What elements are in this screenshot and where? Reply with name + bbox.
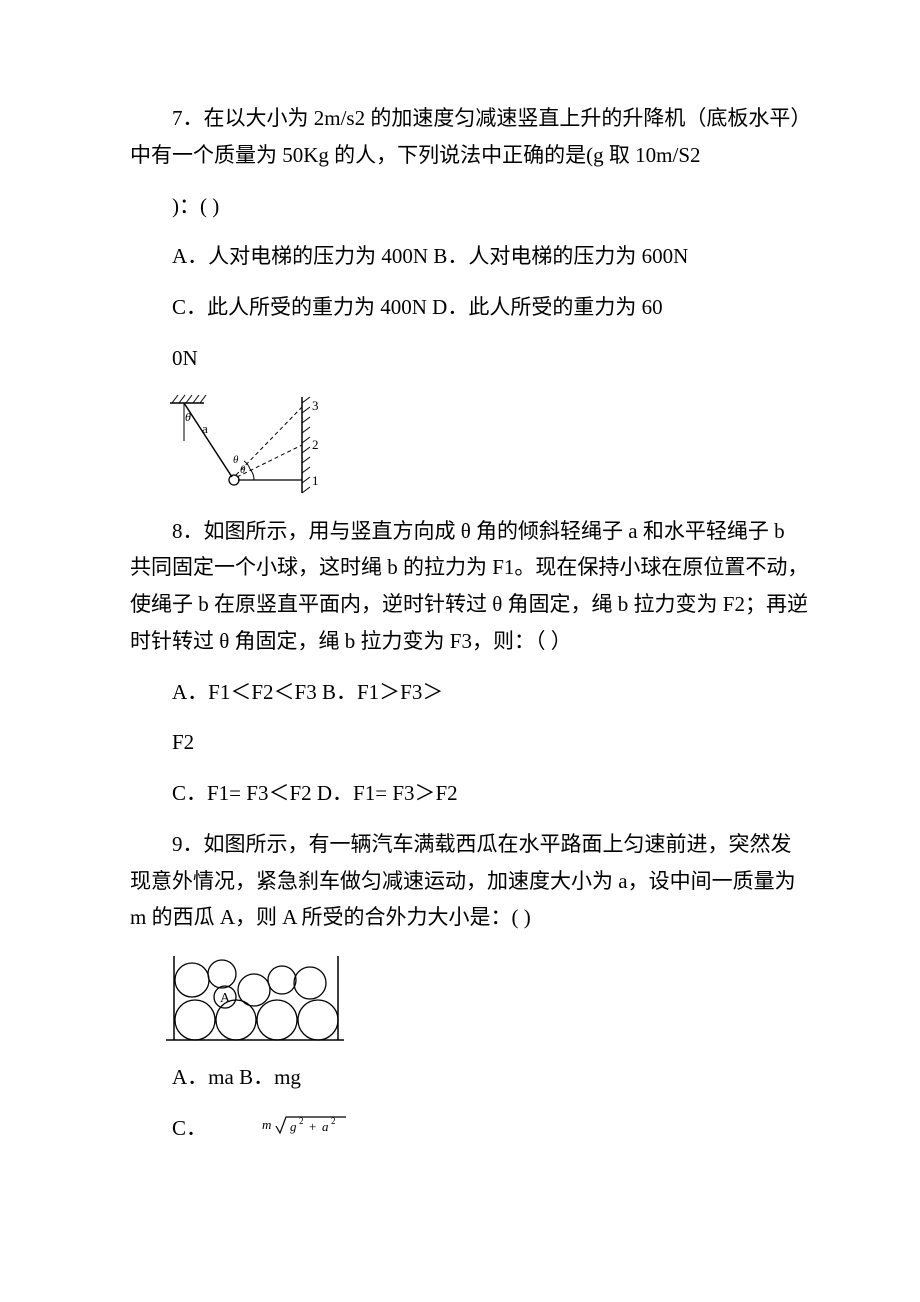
q7-option-c-part: C．此人所受的重力为 400N D．此人所受的重力为 60 [130, 289, 810, 326]
svg-text:1: 1 [312, 473, 319, 488]
q9-watermelon-diagram: A [162, 950, 347, 1045]
svg-text:m: m [262, 1117, 271, 1132]
svg-text:a: a [202, 421, 208, 436]
svg-text:θ: θ [185, 410, 191, 424]
q9-stem: 9．如图所示，有一辆汽车满载西瓜在水平路面上匀速前进，突然发现意外情况，紧急刹车… [130, 826, 810, 936]
svg-text:θ: θ [233, 454, 239, 466]
q7-option-d-part: 0N [130, 340, 810, 377]
q8-option-cd: C．F1= F3＜F2 D．F1= F3＞F2 [130, 775, 810, 812]
svg-text:2: 2 [312, 437, 319, 452]
svg-text:2: 2 [331, 1116, 336, 1126]
q8-rope-diagram: θ a θ θ 3 2 1 [162, 391, 327, 499]
q8-option-ab: A．F1＜F2＜F3 B．F1＞F3＞ [130, 674, 810, 711]
q8-option-ab-tail: F2 [130, 724, 810, 761]
svg-text:θ: θ [240, 464, 246, 476]
svg-text:A: A [220, 991, 231, 1006]
svg-text:2: 2 [299, 1116, 304, 1126]
q9-option-c: C． m g 2 + a 2 [130, 1110, 810, 1149]
q7-stem-line1: 7．在以大小为 2m/s2 的加速度匀减速竖直上升的升降机（底板水平）中有一个质… [130, 100, 810, 174]
q7-stem-line2: )：( ) [130, 188, 810, 225]
svg-text:a: a [322, 1119, 329, 1134]
svg-text:g: g [290, 1119, 297, 1134]
q8-stem: 8．如图所示，用与竖直方向成 θ 角的倾斜轻绳子 a 和水平轻绳子 b 共同固定… [130, 513, 810, 660]
svg-text:3: 3 [312, 398, 319, 413]
svg-text:+: + [309, 1119, 316, 1134]
q9-option-ab: A．ma B．mg [130, 1059, 810, 1096]
q9-formula: m g 2 + a 2 [218, 1111, 350, 1149]
q9-diagram-container: A [162, 950, 810, 1045]
q7-option-ab: A．人对电梯的压力为 400N B．人对电梯的压力为 600N [130, 238, 810, 275]
q9-option-c-prefix: C． [172, 1116, 207, 1140]
q8-diagram-container: θ a θ θ 3 2 1 [162, 391, 810, 499]
